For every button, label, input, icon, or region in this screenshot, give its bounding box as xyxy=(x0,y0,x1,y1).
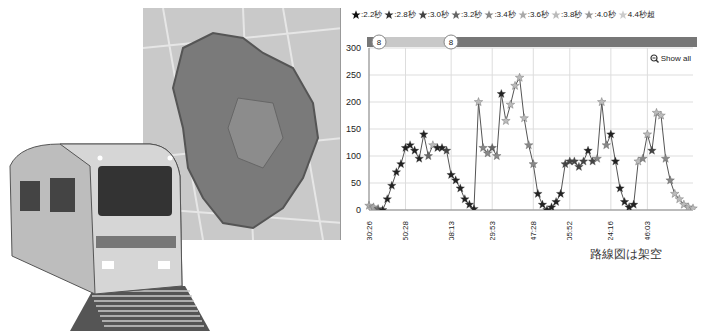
html-text:4.4秒超: 4.4秒超 xyxy=(627,10,655,19)
svg-text:150: 150 xyxy=(346,124,361,134)
svg-text:30:26: 30:26 xyxy=(365,220,374,240)
svg-text:29:53: 29:53 xyxy=(488,220,497,240)
html-text::3.0秒: :3.0秒 xyxy=(427,10,449,19)
html-text::3.2秒: :3.2秒 xyxy=(461,10,483,19)
svg-text:24:16: 24:16 xyxy=(606,220,615,240)
html-text::3.6秒: :3.6秒 xyxy=(527,10,550,19)
svg-text:8: 8 xyxy=(449,38,454,47)
svg-text:100: 100 xyxy=(346,151,361,161)
svg-text:0: 0 xyxy=(356,205,361,215)
svg-text:250: 250 xyxy=(346,70,361,80)
svg-text:200: 200 xyxy=(346,97,361,107)
svg-text:46:03: 46:03 xyxy=(643,220,652,240)
html-text::2.2秒: :2.2秒 xyxy=(361,10,383,19)
svg-text:08:13: 08:13 xyxy=(447,220,456,240)
svg-text:50: 50 xyxy=(351,178,361,188)
svg-text:8: 8 xyxy=(377,38,382,47)
svg-text:300: 300 xyxy=(346,43,361,53)
html-text::3.8秒: :3.8秒 xyxy=(561,10,583,19)
svg-text:05:52: 05:52 xyxy=(565,220,574,240)
html-text::4.0秒: :4.0秒 xyxy=(594,10,616,19)
svg-text:47:28: 47:28 xyxy=(529,220,538,240)
svg-text:50:28: 50:28 xyxy=(401,220,410,240)
html-text::2.8秒: :2.8秒 xyxy=(394,10,416,19)
html-text:路線図は架空: 路線図は架空 xyxy=(590,247,662,261)
html-text::3.4秒: :3.4秒 xyxy=(494,10,516,19)
html-text:Show all: Show all xyxy=(660,54,691,63)
